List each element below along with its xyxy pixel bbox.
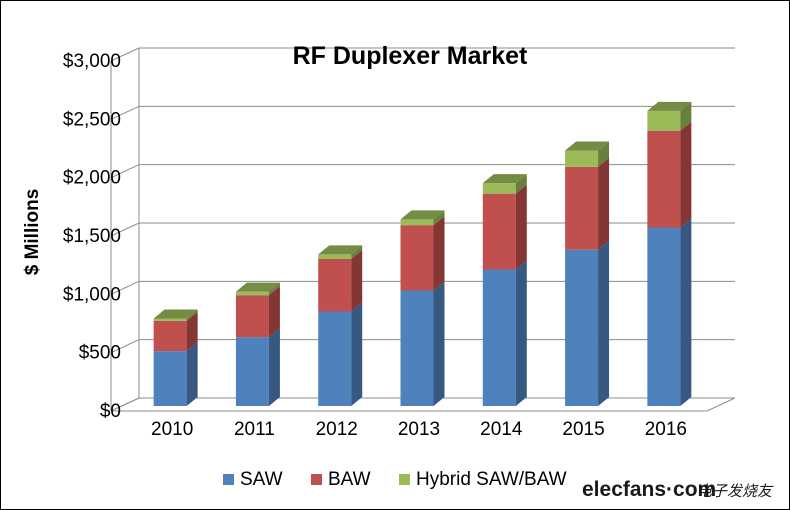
bar-baw-2013 [400, 225, 434, 291]
bar-side [268, 286, 280, 338]
bar-side [268, 282, 280, 296]
bar-saw-2010 [153, 351, 187, 406]
bar-stack-2012 [318, 245, 363, 406]
watermark-suffix: 电子发烧友 [697, 482, 774, 500]
floor [110, 397, 736, 412]
bar-hybrid-saw-baw-2014 [482, 183, 516, 194]
gridline-side [110, 164, 140, 179]
watermark-brand: elecfans·com [582, 478, 716, 501]
bar-side [186, 311, 198, 352]
gridline-side [110, 222, 140, 237]
bar-baw-2014 [482, 193, 516, 270]
legend-swatch [223, 474, 234, 485]
legend-label: SAW [240, 469, 283, 490]
bar-stack-2014 [482, 174, 527, 406]
bar-hybrid-saw-baw-2015 [565, 150, 599, 167]
bar-saw-2013 [400, 290, 434, 406]
bar-stack-2015 [565, 141, 610, 406]
y-tick-label: $1,500 [63, 226, 121, 247]
watermark-logo: elecfans·com 电子发烧友 [582, 478, 774, 501]
bar-side [598, 141, 610, 167]
legend-swatch [399, 474, 410, 485]
x-tick-label: 2011 [234, 419, 275, 440]
bar-side [598, 157, 610, 250]
bar-side [680, 121, 692, 228]
y-tick-label: $1,000 [63, 284, 121, 305]
bar-hybrid-saw-baw-2012 [318, 254, 352, 259]
bar-hybrid-saw-baw-2016 [647, 110, 681, 131]
y-axis-label: $ Millions [22, 189, 43, 276]
x-tick-label: 2014 [480, 419, 523, 440]
bar-saw-2011 [235, 337, 269, 406]
legend-label: BAW [328, 469, 371, 490]
bar-top [482, 174, 527, 184]
bar-baw-2016 [647, 130, 681, 228]
bar-side [680, 101, 692, 131]
x-tick-label: 2010 [151, 419, 193, 440]
bar-side [680, 218, 692, 406]
chart-title: RF Duplexer Market [293, 42, 528, 70]
bar-saw-2014 [482, 269, 516, 406]
x-axis-tick-labels: 2010 2011 2012 2013 2014 2015 2016 [151, 419, 687, 440]
x-tick-label: 2013 [398, 419, 440, 440]
y-tick-label: $2,500 [63, 109, 121, 130]
bar-side [351, 302, 363, 406]
bar-hybrid-saw-baw-2011 [235, 291, 269, 296]
x-tick-label: 2015 [562, 419, 604, 440]
x-tick-label: 2016 [645, 419, 687, 440]
bar-baw-2015 [565, 166, 599, 250]
gridline-side [110, 339, 140, 354]
y-tick-label: $2,000 [63, 168, 121, 189]
bar-side [186, 342, 198, 406]
legend: SAW BAW Hybrid SAW/BAW [223, 469, 567, 490]
bar-side [598, 240, 610, 406]
bar-hybrid-saw-baw-2013 [400, 219, 434, 226]
legend-swatch [311, 474, 322, 485]
gridline-side [110, 105, 140, 120]
bar-stack-2010 [153, 309, 198, 406]
bar-saw-2016 [647, 227, 681, 406]
bar-top [318, 245, 363, 255]
y-tick-label: $0 [100, 401, 121, 422]
legend-label: Hybrid SAW/BAW [416, 469, 567, 490]
bar-side [433, 281, 445, 406]
bar-top [153, 309, 198, 319]
bar-side [515, 260, 527, 406]
bar-side [515, 184, 527, 270]
bar-layer [153, 101, 692, 406]
bar-side [186, 309, 198, 321]
bar-side [515, 174, 527, 194]
bar-top [400, 210, 445, 220]
y-tick-label: $500 [79, 343, 121, 364]
gridline-side [110, 280, 140, 295]
bar-side [433, 216, 445, 291]
y-tick-label: $3,000 [63, 51, 121, 72]
bar-saw-2012 [318, 311, 352, 406]
bar-top [235, 282, 280, 292]
bar-side [268, 328, 280, 406]
bar-top [565, 141, 610, 151]
bar-side [433, 210, 445, 226]
gridline-side [110, 47, 140, 62]
bar-baw-2011 [235, 295, 269, 338]
bar-saw-2015 [565, 249, 599, 406]
y-axis-tick-labels: $0 $500 $1,000 $1,500 $2,000 $2,500 $3,000 [63, 51, 121, 422]
bar-stack-2013 [400, 210, 445, 406]
grid-layer [110, 47, 736, 412]
bar-side [351, 245, 363, 259]
bar-stack-2011 [235, 282, 280, 406]
bar-top [647, 101, 692, 111]
bar-baw-2010 [153, 320, 187, 352]
bar-baw-2012 [318, 259, 352, 312]
bar-hybrid-saw-baw-2010 [153, 318, 187, 321]
bar-side [351, 250, 363, 312]
bar-stack-2016 [647, 101, 692, 406]
x-tick-label: 2012 [316, 419, 358, 440]
